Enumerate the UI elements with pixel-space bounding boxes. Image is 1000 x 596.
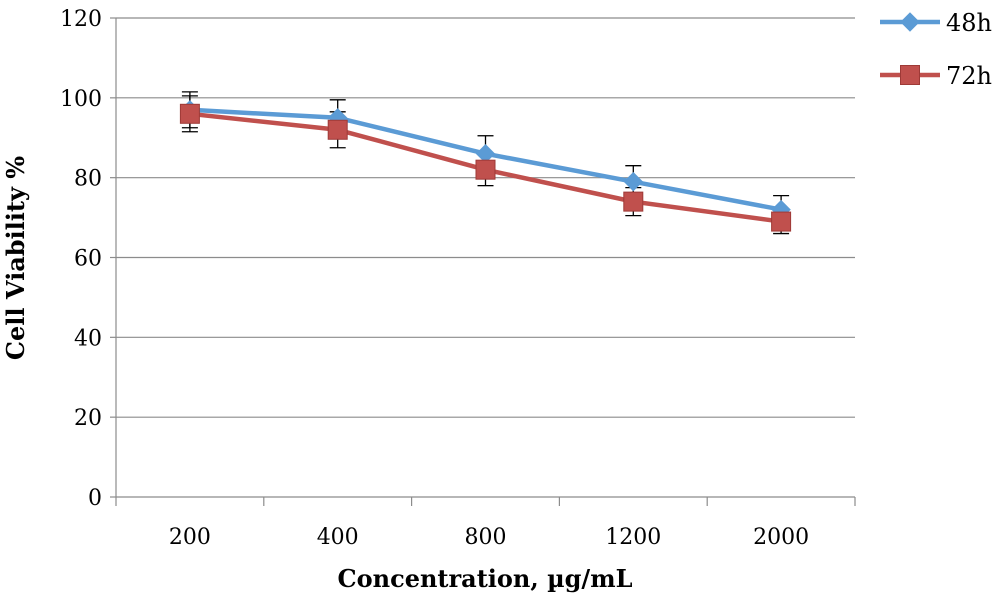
- data-point: [623, 171, 644, 192]
- y-tick-label: 120: [60, 7, 102, 32]
- data-point: [475, 159, 496, 180]
- y-tick-label: 20: [74, 406, 102, 431]
- legend-item-72h: 72h: [880, 62, 992, 90]
- legend-label: 48h: [946, 9, 992, 37]
- legend-marker: [900, 12, 920, 32]
- y-tick-label: 80: [74, 167, 102, 192]
- y-axis-title: Cell Viability %: [1, 156, 30, 360]
- data-point: [623, 191, 644, 212]
- y-tick-labels: 0 20 40 60 80 100 120: [60, 7, 102, 511]
- gridlines: [116, 17, 855, 418]
- x-tick-labels: 200 400 800 1200 2000: [169, 525, 809, 550]
- y-tick-label: 40: [74, 326, 102, 351]
- x-tick-label: 1200: [605, 525, 661, 550]
- axes: [110, 17, 856, 506]
- legend: 48h 72h: [880, 9, 992, 90]
- data-point: [179, 103, 200, 124]
- data-point: [771, 211, 792, 232]
- x-tick-label: 400: [317, 525, 359, 550]
- series-72h-markers: [179, 103, 792, 232]
- y-tick-label: 0: [88, 486, 102, 511]
- legend-label: 72h: [946, 62, 992, 90]
- y-tick-label: 100: [60, 87, 102, 112]
- x-tick-label: 800: [465, 525, 507, 550]
- series-layer: [179, 91, 792, 235]
- y-tick-label: 60: [74, 247, 102, 272]
- legend-marker: [900, 65, 920, 85]
- x-tick-label: 200: [169, 525, 211, 550]
- x-axis-title: Concentration, µg/mL: [338, 564, 633, 593]
- x-tick-label: 2000: [753, 525, 809, 550]
- data-point: [327, 119, 348, 140]
- legend-item-48h: 48h: [880, 9, 992, 37]
